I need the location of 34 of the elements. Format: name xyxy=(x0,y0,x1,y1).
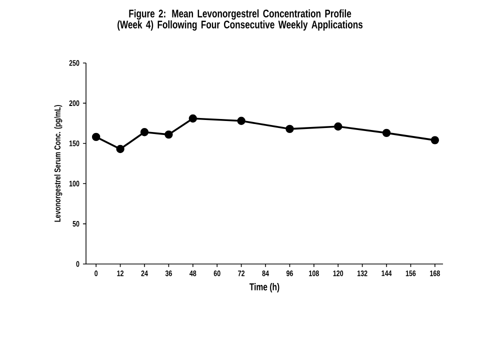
x-tick-label: 144 xyxy=(382,270,392,276)
point xyxy=(430,136,440,144)
x-tick-label: 168 xyxy=(430,270,440,276)
point xyxy=(382,128,391,138)
y-tick-label: 100 xyxy=(69,180,80,186)
x-axis-title: Time (h) xyxy=(250,283,280,292)
x-tick-label: 84 xyxy=(262,270,269,276)
chart-title: Figure 2: Mean Levonorgestrel Concentration Profile (Week 4) Following Four Consecutive Weekly Applications xyxy=(118,9,363,31)
point xyxy=(237,116,246,125)
y-tick-label: 250 xyxy=(69,60,80,66)
y-tick-label: 200 xyxy=(69,100,80,106)
x-tick-label: 48 xyxy=(190,270,196,276)
x-tick-label: 0 xyxy=(94,270,98,276)
x-tick-label: 12 xyxy=(117,270,124,276)
point xyxy=(334,122,342,131)
point xyxy=(164,130,173,139)
point xyxy=(116,144,124,154)
x-tick-label: 60 xyxy=(214,270,220,276)
x-tick-label: 120 xyxy=(333,270,344,276)
x-tick-label: 24 xyxy=(141,270,148,276)
point xyxy=(286,124,294,134)
x-tick-label: 72 xyxy=(238,270,245,276)
y-axis-title: Levonorgestrel Serum Conc. (pg/mL) xyxy=(54,105,62,222)
x-tick-label: 156 xyxy=(406,270,416,276)
x-tick-label: 36 xyxy=(165,270,172,276)
x-tick-label: 132 xyxy=(358,270,368,276)
y-tick-label: 50 xyxy=(72,220,80,227)
x-tick-label: 108 xyxy=(309,270,319,276)
x-tick-label: 96 xyxy=(286,270,293,276)
point xyxy=(188,114,197,123)
y-tick-label: 0 xyxy=(76,261,80,267)
point xyxy=(140,128,149,136)
point xyxy=(92,132,100,142)
y-tick-label: 150 xyxy=(69,140,80,146)
